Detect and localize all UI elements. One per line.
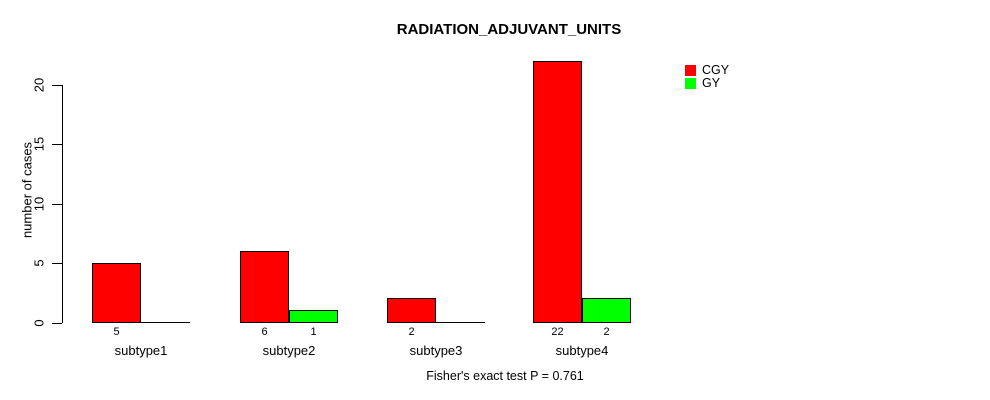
- category-label-subtype4: subtype4: [555, 343, 609, 358]
- y-tick-label: 20: [31, 77, 47, 93]
- y-axis-line: [62, 85, 63, 323]
- legend-swatch-icon: [685, 78, 696, 89]
- y-tick-label: 10: [31, 196, 47, 212]
- legend: CGY GY: [685, 64, 729, 90]
- y-tick-label: 0: [31, 319, 47, 327]
- category-label-subtype3: subtype3: [409, 343, 463, 358]
- bar-cgy-subtype1: [92, 263, 141, 323]
- category-label-subtype1: subtype1: [114, 343, 168, 358]
- bar-cgy-subtype3: [387, 298, 436, 323]
- bar-gy-subtype4: [582, 298, 631, 323]
- bar-value-label: 1: [310, 326, 317, 338]
- y-tick: [52, 323, 62, 324]
- category-label-subtype2: subtype2: [262, 343, 316, 358]
- y-tick: [52, 85, 62, 86]
- legend-swatch-icon: [685, 65, 696, 76]
- bar-cgy-subtype4: [533, 61, 582, 323]
- bar-cgy-subtype2: [240, 251, 289, 323]
- legend-row-cgy: CGY: [685, 64, 729, 77]
- bar-value-label: 6: [261, 326, 268, 338]
- bar-value-label: 2: [603, 326, 610, 338]
- y-tick: [52, 263, 62, 264]
- bar-value-label: 5: [113, 326, 120, 338]
- bar-gy-subtype3: [436, 322, 485, 323]
- legend-label: GY: [702, 76, 721, 90]
- bar-value-label: 22: [551, 326, 564, 338]
- y-tick: [52, 144, 62, 145]
- y-tick: [52, 204, 62, 205]
- y-tick-label: 15: [31, 136, 47, 152]
- bar-gy-subtype1: [141, 322, 190, 323]
- bar-value-label: 2: [408, 326, 415, 338]
- legend-label: CGY: [702, 63, 730, 77]
- y-tick-label: 5: [31, 259, 47, 267]
- bar-gy-subtype2: [289, 310, 338, 323]
- y-axis-label: number of cases: [19, 141, 35, 239]
- chart-title: RADIATION_ADJUVANT_UNITS: [396, 21, 622, 38]
- annotation-text: Fisher's exact test P = 0.761: [426, 369, 584, 383]
- legend-row-gy: GY: [685, 77, 729, 90]
